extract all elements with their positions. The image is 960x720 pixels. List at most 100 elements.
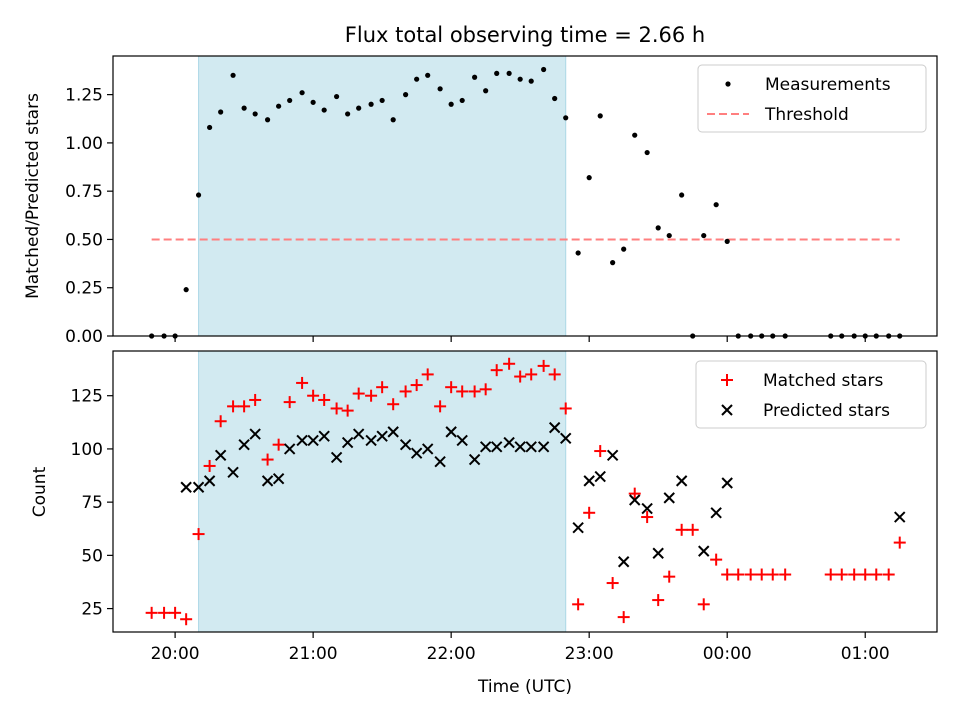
predicted-star-point <box>675 475 688 487</box>
measurement-point <box>597 113 603 119</box>
predicted-star-point <box>721 477 733 489</box>
predicted-star-point <box>468 453 481 466</box>
measurement-point <box>644 149 650 156</box>
matched-star-point <box>525 368 538 381</box>
measurement-point <box>379 97 385 104</box>
legend-measurements-label: Measurements <box>765 75 891 95</box>
measurement-point <box>356 105 362 111</box>
measurement-point <box>472 74 478 80</box>
bottom-y-tick-label: 25 <box>81 600 103 620</box>
predicted-star-point <box>490 441 503 453</box>
measurement-point <box>541 66 547 73</box>
matched-star-point <box>641 511 654 524</box>
x-tick-label: 21:00 <box>289 644 338 664</box>
predicted-star-point <box>249 428 261 440</box>
matched-star-point <box>227 400 240 413</box>
measurement-point <box>494 70 500 76</box>
matched-star-point <box>710 553 723 566</box>
predicted-star-point <box>560 432 572 444</box>
matched-star-point <box>365 389 378 402</box>
measurement-point <box>241 105 247 111</box>
predicted-star-point <box>514 441 526 453</box>
top-y-tick-label: 0.25 <box>65 279 103 299</box>
matched-star-point <box>559 402 572 415</box>
predicted-star-point <box>456 434 468 447</box>
measurement-point <box>264 117 271 123</box>
measurement-point <box>414 76 420 82</box>
top-y-tick-label: 0.50 <box>65 230 103 250</box>
measurement-point <box>390 117 396 123</box>
measurement-point <box>528 78 534 84</box>
predicted-star-point <box>227 466 239 479</box>
measurement-point <box>666 232 672 239</box>
predicted-star-point <box>525 441 537 453</box>
predicted-star-point <box>214 449 227 462</box>
measurement-point <box>621 246 627 252</box>
matched-star-point <box>572 598 585 611</box>
predicted-star-point <box>698 545 710 557</box>
measurement-point <box>207 124 213 131</box>
matched-star-point <box>421 368 434 381</box>
predicted-star-point <box>503 436 515 449</box>
matched-star-point <box>503 357 516 370</box>
predicted-star-point <box>410 447 423 459</box>
measurement-point <box>333 93 340 100</box>
bottom-y-tick-label: 50 <box>81 546 103 566</box>
matched-star-point <box>145 606 158 619</box>
measurement-point <box>483 88 489 94</box>
matched-star-point <box>376 381 389 394</box>
matched-star-point <box>779 568 792 581</box>
measurement-point <box>183 287 189 293</box>
matched-star-point <box>352 387 365 400</box>
predicted-star-point <box>445 426 457 438</box>
matched-star-point <box>261 453 274 466</box>
matched-star-point <box>296 376 309 389</box>
matched-star-point <box>848 568 861 581</box>
legend-measurements-marker <box>725 81 731 87</box>
x-tick-label: 20:00 <box>151 644 200 664</box>
measurement-point <box>425 72 431 78</box>
matched-star-point <box>548 368 561 381</box>
x-tick-label: 23:00 <box>565 644 614 664</box>
predicted-star-point <box>272 473 285 485</box>
measurement-point <box>563 115 569 121</box>
x-tick-label: 22:00 <box>427 644 476 664</box>
bottom-y-tick-label: 75 <box>81 493 103 513</box>
predicted-star-point <box>352 428 365 440</box>
predicted-star-point <box>710 507 722 519</box>
matched-star-point <box>697 598 710 611</box>
predicted-star-point <box>283 443 296 455</box>
matched-star-point <box>583 506 596 519</box>
measurement-point <box>701 232 707 239</box>
matched-star-point <box>514 370 527 383</box>
matched-star-point <box>893 536 906 549</box>
matched-star-point <box>859 568 872 581</box>
predicted-star-point <box>365 434 377 447</box>
matched-star-point <box>675 523 688 536</box>
matched-star-point <box>628 487 641 500</box>
measurement-point <box>679 192 685 198</box>
measurement-point <box>403 92 409 98</box>
top-y-tick-label: 0.00 <box>65 327 103 347</box>
measurement-point <box>252 111 258 117</box>
x-tick-label: 01:00 <box>841 644 890 664</box>
matched-star-point <box>766 568 779 581</box>
matched-star-point <box>238 400 251 413</box>
matched-star-point <box>456 385 469 398</box>
matched-star-point <box>594 445 607 458</box>
matched-star-point <box>180 613 193 626</box>
predicted-star-point <box>203 475 216 487</box>
measurement-point <box>321 107 327 113</box>
predicted-star-point <box>399 438 412 451</box>
top-legend: Measurements Threshold <box>697 64 927 133</box>
bottom-axes-frame <box>112 350 938 633</box>
predicted-star-point <box>594 470 606 483</box>
top-panel: 0.00 0.25 0.50 0.75 1.00 1.25 Matched/Predict… <box>23 55 938 347</box>
x-tick-label: 00:00 <box>703 644 752 664</box>
measurement-point <box>287 97 293 104</box>
legend-matched-marker <box>721 374 733 386</box>
matched-star-point <box>606 577 619 590</box>
top-y-tick-label: 0.75 <box>65 182 103 202</box>
measurement-point <box>276 103 282 109</box>
